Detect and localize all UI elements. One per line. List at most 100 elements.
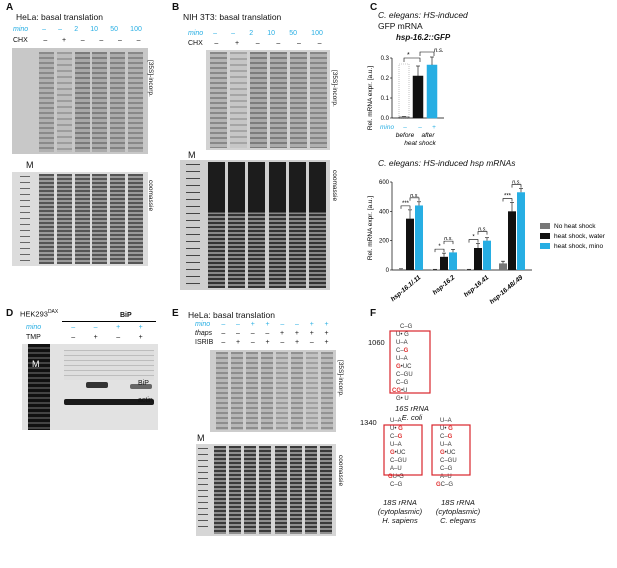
panel-e-title: HeLa: basal translation <box>188 310 275 320</box>
bar <box>431 269 439 271</box>
lane <box>320 352 333 430</box>
lane <box>229 52 247 148</box>
lane-value: + <box>265 339 270 346</box>
svg-text:G•UC: G•UC <box>390 450 406 456</box>
lane-value: – <box>213 30 217 37</box>
svg-text:U–A: U–A <box>440 442 452 448</box>
caption-line: (cytoplasmic) <box>435 507 481 516</box>
svg-text:U–A: U–A <box>440 418 452 424</box>
y-tick-label: 600 <box>379 180 390 186</box>
caption-line: H. sapiens <box>382 516 418 525</box>
ecoli-helix: C–G U• G U–A C–G U–A G•UC C–GU C–G CG•U G• U <box>392 324 413 402</box>
hsapiens-highlight-box <box>383 424 423 476</box>
panel-b-chx-row: – + – – – – <box>206 40 330 47</box>
panel-c-chart2-title: C. elegans: HS-induced hsp mRNAs <box>378 158 515 168</box>
svg-text:U–A: U–A <box>396 356 408 362</box>
svg-text:U• G: U• G <box>396 332 409 338</box>
chart1-sig-ns: n.s. <box>434 48 444 54</box>
bar <box>397 269 405 270</box>
panel-b-mino-label: mino <box>188 30 204 37</box>
sig-label: *** <box>402 201 410 207</box>
chart1-before-label: before <box>396 132 415 139</box>
panel-f-hsapiens-caption: 18S rRNA (cytoplasmic) H. sapiens <box>368 498 432 525</box>
cell-line-name: HEK293 <box>20 309 48 319</box>
svg-text:U• G: U• G <box>440 426 453 432</box>
caption-line: 18S rRNA <box>383 498 417 507</box>
caption-line: 18S rRNA <box>441 498 475 507</box>
ecoli-highlight-box <box>389 330 431 394</box>
lane-value: – <box>221 339 226 346</box>
lane <box>215 352 228 430</box>
y-tick-label: 400 <box>379 209 390 215</box>
lane-value: – <box>231 30 236 37</box>
panel-a-coomassie-gel <box>12 172 148 266</box>
lane-value: – <box>221 321 226 328</box>
lane <box>245 352 258 430</box>
sig-label: * <box>438 244 441 250</box>
panel-f-celegans-caption: 18S rRNA (cytoplasmic) C. elegans <box>426 498 490 525</box>
panel-e-coomassie-gel <box>196 444 336 536</box>
svg-text:GU•G: GU•G <box>388 474 404 480</box>
lane <box>109 174 125 264</box>
sig-bracket <box>434 248 445 253</box>
caption-line: 16S rRNA <box>395 404 429 413</box>
y-tick-label: 0.0 <box>381 116 390 122</box>
panel-d-mino-label: mino <box>26 324 42 331</box>
lane-value: 2 <box>74 26 79 33</box>
chart1-mino-label: mino <box>380 124 394 131</box>
y-tick-label: 0.1 <box>381 96 390 102</box>
lane <box>39 52 55 152</box>
lanes <box>38 174 144 264</box>
lane <box>269 52 287 148</box>
panel-d-tmp-label: TMP <box>26 334 41 341</box>
panel-d-header-rule <box>62 321 156 322</box>
chart1-mino-val: – <box>403 124 407 131</box>
lane-value: – <box>265 330 270 337</box>
bar <box>426 64 438 119</box>
lane-value: – <box>71 324 76 331</box>
panel-b-radio-label: [35S]-incorp. <box>331 70 338 107</box>
lane <box>320 446 333 534</box>
marker-lane <box>198 448 208 532</box>
lane <box>228 446 241 534</box>
sig-label: n.s. <box>478 227 487 233</box>
panel-e-isrib-label: ISRIB <box>195 339 214 346</box>
legend-label: heat shock, mino <box>554 243 604 250</box>
lane <box>309 52 327 148</box>
lane <box>249 52 267 148</box>
svg-text:C–GU: C–GU <box>440 458 457 464</box>
svg-text:C–G: C–G <box>390 482 403 488</box>
lane-value: + <box>138 324 143 331</box>
panel-e-thaps-row: – – – – + + + + <box>216 330 334 337</box>
lane-value: – <box>250 339 255 346</box>
sig-bracket <box>443 240 454 245</box>
lanes <box>214 352 334 430</box>
bar <box>465 269 473 271</box>
lane <box>290 352 303 430</box>
caption-line: C. elegans <box>440 516 476 525</box>
chart1-mino-val: – <box>418 124 422 131</box>
panel-a-chx-row: – + – – – – <box>36 37 148 44</box>
x-category-label: hsp-16.1/.11 <box>390 274 423 303</box>
sig-bracket <box>468 239 479 243</box>
svg-text:C–GU: C–GU <box>396 372 413 378</box>
caption-line: E. coli <box>401 413 423 422</box>
panel-b-autoradiograph <box>206 50 330 150</box>
sig-label: n.s. <box>410 193 419 199</box>
panel-e-isrib-row: – + – + – + – + <box>216 339 334 346</box>
lane-value: – <box>255 40 260 47</box>
lane-value: + <box>309 330 314 337</box>
panel-e-autoradiograph <box>210 350 336 432</box>
panel-e-letter: E <box>172 308 179 319</box>
svg-text:G•UC: G•UC <box>396 364 412 370</box>
lane <box>230 352 243 430</box>
lane-value: + <box>324 321 329 328</box>
svg-text:U–A: U–A <box>396 340 408 346</box>
bar <box>412 75 424 119</box>
panel-a-mino-label: mino <box>13 26 29 33</box>
lane <box>268 162 286 288</box>
lane <box>92 52 108 152</box>
panel-d-cell-line: HEK293DAX <box>20 309 58 319</box>
lane-value: – <box>297 40 301 47</box>
svg-text:C–G: C–G <box>440 434 453 440</box>
